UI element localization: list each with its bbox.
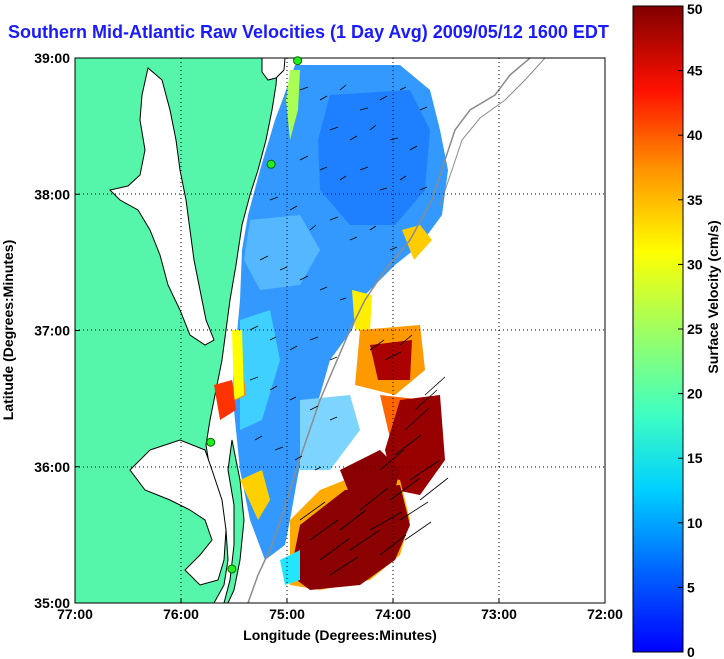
colorbar-tick-label: 0: [687, 644, 695, 659]
sound-water: [129, 439, 227, 586]
x-tick-label: 72:00: [587, 606, 623, 622]
map-title: Southern Mid-Atlantic Raw Velocities (1 …: [8, 22, 609, 42]
colorbar-tick-label: 40: [687, 127, 703, 143]
colorbar-tick-label: 35: [687, 192, 703, 208]
colorbar-tick-label: 15: [687, 450, 703, 466]
x-axis-label: Longitude (Degrees:Minutes): [243, 627, 437, 643]
y-tick-label: 37:00: [34, 323, 70, 339]
x-tick-label: 73:00: [481, 606, 517, 622]
barrier-island: [223, 439, 245, 603]
x-tick-label: 74:00: [375, 606, 411, 622]
grid-lines: [75, 58, 605, 603]
delaware-bay-water: [261, 58, 286, 81]
station-marker: [206, 437, 216, 447]
y-tick-label: 38:00: [34, 186, 70, 202]
bathymetry-contour-2: [439, 58, 546, 206]
station-marker: [293, 56, 303, 66]
bathymetry-contour: [247, 58, 531, 603]
colorbar-tick-label: 10: [687, 515, 703, 531]
station-marker: [227, 564, 237, 574]
y-tick-label: 36:00: [34, 459, 70, 475]
x-tick-label: 75:00: [269, 606, 305, 622]
x-tick-label: 76:00: [163, 606, 199, 622]
velocity-field: [214, 65, 448, 590]
station-markers: [206, 56, 303, 574]
colorbar-tick-label: 30: [687, 256, 703, 272]
y-tick-label: 35:00: [34, 595, 70, 611]
colorbar-tick-label: 5: [687, 579, 695, 595]
y-axis-label: Latitude (Degrees:Minutes): [0, 240, 16, 420]
station-marker: [266, 159, 276, 169]
y-tick-label: 39:00: [34, 50, 70, 66]
colorbar-tick-label: 20: [687, 386, 703, 402]
colorbar-label: Surface Velocity (cm/s): [705, 220, 721, 373]
colorbar-tick-label: 45: [687, 63, 703, 79]
colorbar-tick-label: 50: [687, 1, 703, 17]
velocity-vectors: [249, 84, 449, 576]
x-tick-label: 77:00: [57, 606, 93, 622]
colorbar-tick-label: 25: [687, 321, 703, 337]
colorbar: [632, 5, 684, 653]
